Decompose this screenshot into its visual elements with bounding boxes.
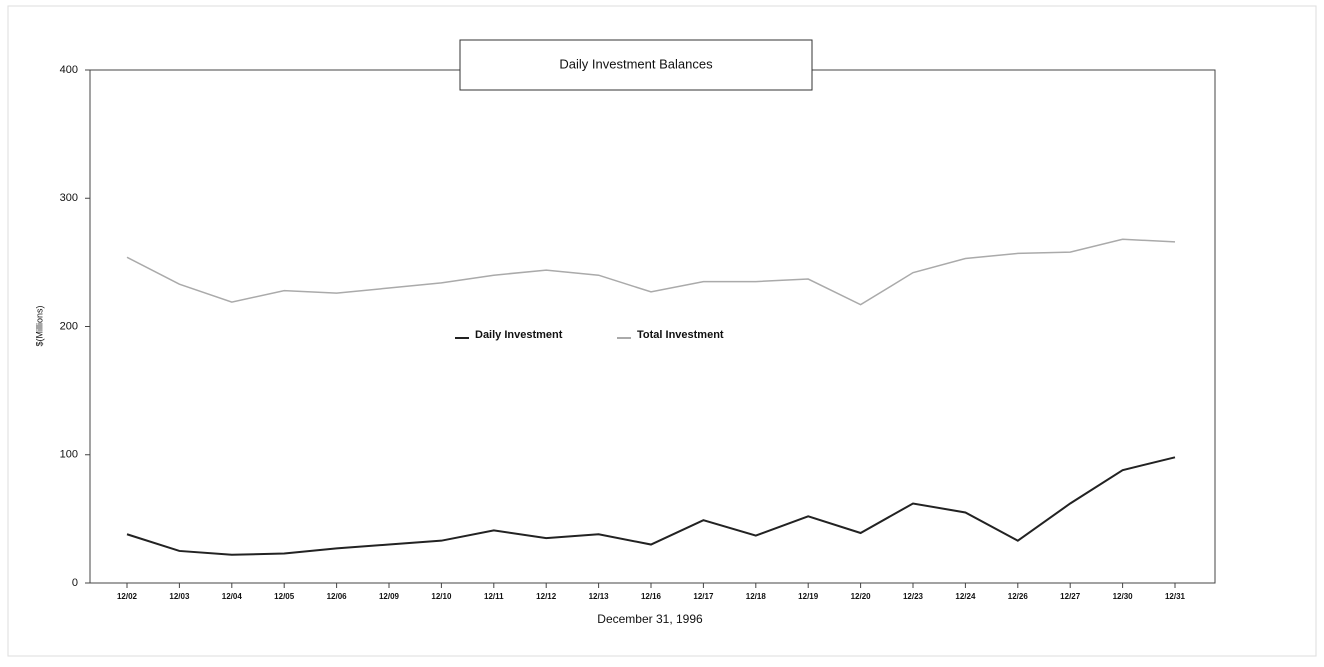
x-tick-label: 12/31 bbox=[1165, 592, 1186, 601]
x-tick-label: 12/26 bbox=[1008, 592, 1029, 601]
x-tick-label: 12/24 bbox=[955, 592, 976, 601]
x-tick-label: 12/16 bbox=[641, 592, 662, 601]
x-tick-label: 12/09 bbox=[379, 592, 400, 601]
x-tick-label: 12/17 bbox=[693, 592, 714, 601]
y-tick-label: 400 bbox=[60, 64, 78, 76]
x-tick-label: 12/12 bbox=[536, 592, 557, 601]
x-tick-label: 12/23 bbox=[903, 592, 924, 601]
y-tick-label: 0 bbox=[72, 577, 78, 589]
x-tick-label: 12/02 bbox=[117, 592, 138, 601]
x-axis-label: December 31, 1996 bbox=[597, 612, 703, 626]
y-tick-label: 200 bbox=[60, 320, 78, 332]
y-tick-label: 100 bbox=[60, 449, 78, 461]
legend-label: Total Investment bbox=[637, 329, 724, 341]
plot-frame bbox=[89, 69, 1216, 584]
x-tick-label: 12/20 bbox=[851, 592, 872, 601]
legend-label: Daily Investment bbox=[475, 329, 563, 341]
series-line bbox=[126, 238, 1176, 306]
x-tick-label: 12/19 bbox=[798, 592, 819, 601]
page-border bbox=[7, 5, 1317, 657]
x-tick-label: 12/04 bbox=[222, 592, 243, 601]
x-tick-label: 12/13 bbox=[589, 592, 610, 601]
chart-title: Daily Investment Balances bbox=[559, 56, 713, 71]
title-box bbox=[459, 39, 813, 91]
x-tick-label: 12/11 bbox=[484, 592, 504, 601]
x-tick-label: 12/30 bbox=[1113, 592, 1134, 601]
series-line bbox=[126, 456, 1176, 556]
x-tick-label: 12/10 bbox=[431, 592, 452, 601]
x-tick-label: 12/18 bbox=[746, 592, 767, 601]
y-axis-label: $(Millions) bbox=[34, 305, 44, 346]
x-tick-label: 12/03 bbox=[169, 592, 190, 601]
x-tick-label: 12/27 bbox=[1060, 592, 1081, 601]
x-tick-label: 12/05 bbox=[274, 592, 295, 601]
x-tick-label: 12/06 bbox=[327, 592, 348, 601]
y-tick-label: 300 bbox=[60, 192, 78, 204]
